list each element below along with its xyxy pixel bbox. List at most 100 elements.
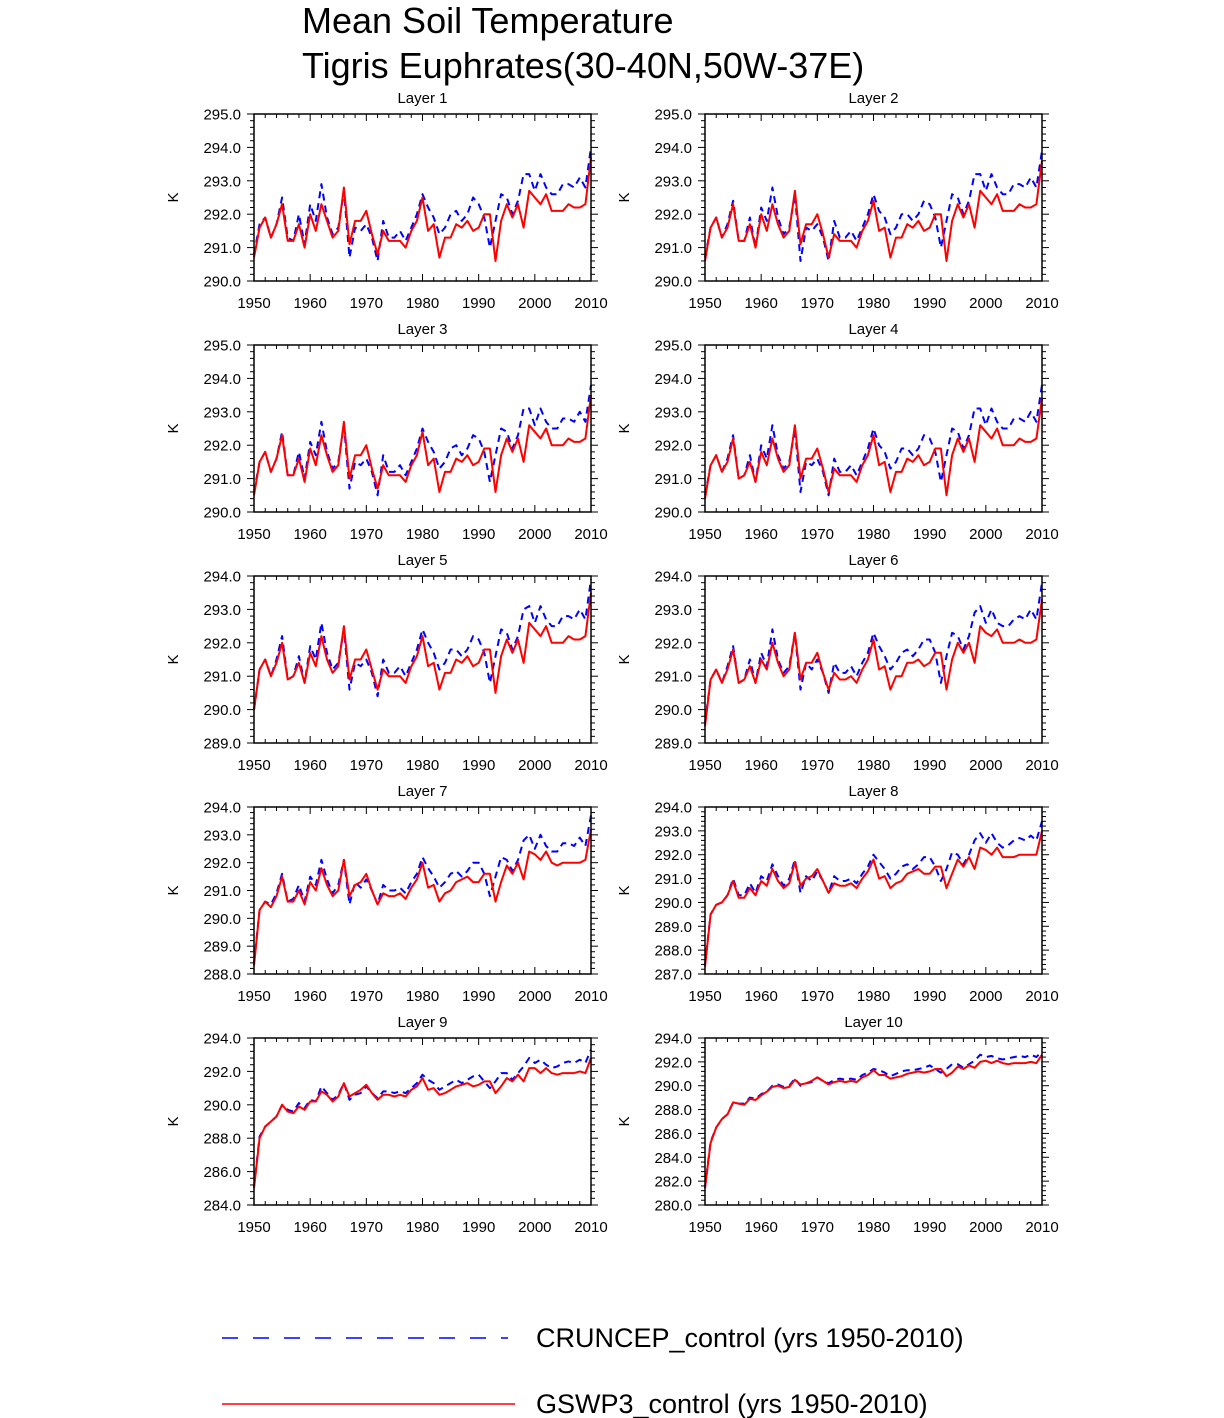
- y-tick-label: 288.0: [654, 1102, 692, 1119]
- y-tick-label: 289.0: [654, 919, 692, 936]
- y-tick-label: 293.0: [654, 173, 692, 190]
- series-line-cruncep: [253, 815, 592, 964]
- panel-title: Layer 9: [397, 1014, 447, 1031]
- y-tick-label: 290.0: [203, 911, 241, 928]
- series-line-cruncep: [253, 1049, 592, 1187]
- panel-title: Layer 7: [397, 783, 447, 800]
- series-line-gswp3: [704, 599, 1043, 727]
- series-line-gswp3: [253, 592, 592, 710]
- plot-frame: [253, 806, 592, 975]
- y-tick-label: 293.0: [203, 404, 241, 421]
- panel-layer-9: Layer 9 K 1950 1960 1970 1980 1990 2000 2010 284.…: [165, 1014, 608, 1236]
- x-tick-label: 1960: [293, 295, 326, 312]
- y-tick-label: 294.0: [654, 140, 692, 157]
- x-tick-label: 2010: [574, 295, 607, 312]
- series-line-cruncep: [704, 1050, 1043, 1188]
- plot-frame: [704, 113, 1043, 282]
- x-tick-label: 2000: [518, 757, 551, 774]
- y-tick-label: 290.0: [203, 505, 241, 522]
- panel-layer-6: Layer 6 K 1950 1960 1970 1980 1990 2000 2010 289.…: [616, 552, 1059, 774]
- y-axis-label: K: [616, 1116, 633, 1126]
- x-tick-label: 1960: [744, 988, 777, 1005]
- x-tick-label: 2010: [1025, 295, 1058, 312]
- y-tick-label: 287.0: [654, 967, 692, 984]
- y-tick-label: 294.0: [654, 1031, 692, 1048]
- y-tick-label: 291.0: [203, 669, 241, 686]
- x-tick-label: 1960: [293, 1219, 326, 1236]
- panel-layer-3: Layer 3 K 1950 1960 1970 1980 1990 2000 2010 290.…: [165, 321, 608, 543]
- x-tick-label: 1990: [462, 757, 495, 774]
- y-tick-label: 291.0: [203, 883, 241, 900]
- y-tick-label: 294.0: [654, 371, 692, 388]
- y-tick-label: 294.0: [654, 800, 692, 817]
- y-tick-label: 292.0: [654, 635, 692, 652]
- panel-title: Layer 3: [397, 321, 447, 338]
- y-tick-label: 291.0: [654, 471, 692, 488]
- y-tick-label: 284.0: [203, 1198, 241, 1215]
- y-tick-label: 293.0: [203, 602, 241, 619]
- y-tick-label: 292.0: [203, 207, 241, 224]
- series-line-gswp3: [253, 394, 592, 496]
- x-tick-label: 1980: [857, 526, 890, 543]
- y-tick-label: 292.0: [203, 855, 241, 872]
- x-tick-label: 1960: [744, 295, 777, 312]
- panel-title: Layer 8: [848, 783, 898, 800]
- plot-frame: [253, 575, 592, 744]
- y-tick-label: 288.0: [203, 967, 241, 984]
- y-axis-label: K: [616, 192, 633, 202]
- x-tick-label: 2000: [518, 295, 551, 312]
- panel-layer-4: Layer 4 K 1950 1960 1970 1980 1990 2000 2010 290.…: [616, 321, 1059, 543]
- series-line-cruncep: [704, 150, 1043, 262]
- x-tick-label: 1950: [237, 757, 270, 774]
- x-tick-label: 1960: [744, 526, 777, 543]
- x-tick-label: 2000: [969, 757, 1002, 774]
- plot-frame: [704, 575, 1043, 744]
- y-tick-label: 290.0: [203, 274, 241, 291]
- series-line-gswp3: [253, 157, 592, 262]
- x-tick-label: 2000: [518, 988, 551, 1005]
- legend-label-cruncep: CRUNCEP_control (yrs 1950-2010): [536, 1323, 964, 1353]
- x-tick-label: 1950: [688, 757, 721, 774]
- y-tick-label: 289.0: [654, 736, 692, 753]
- y-tick-label: 293.0: [654, 404, 692, 421]
- y-tick-label: 289.0: [203, 736, 241, 753]
- y-tick-label: 295.0: [203, 338, 241, 355]
- y-tick-label: 294.0: [203, 371, 241, 388]
- figure-title-line1: Mean Soil Temperature: [302, 0, 674, 41]
- panel-layer-2: Layer 2 K 1950 1960 1970 1980 1990 2000 2010 290.…: [616, 90, 1059, 312]
- x-tick-label: 1950: [237, 988, 270, 1005]
- y-tick-label: 293.0: [654, 823, 692, 840]
- y-tick-label: 295.0: [203, 107, 241, 124]
- y-tick-label: 289.0: [203, 939, 241, 956]
- panel-layer-8: Layer 8 K 1950 1960 1970 1980 1990 2000 2010 287.…: [616, 783, 1059, 1005]
- x-tick-label: 1980: [857, 1219, 890, 1236]
- x-tick-label: 2000: [969, 295, 1002, 312]
- y-axis-label: K: [165, 423, 182, 433]
- y-tick-label: 290.0: [654, 1078, 692, 1095]
- y-tick-label: 290.0: [654, 274, 692, 291]
- x-tick-label: 1990: [462, 295, 495, 312]
- x-tick-label: 1950: [688, 295, 721, 312]
- y-tick-label: 291.0: [203, 240, 241, 257]
- panel-layer-1: Layer 1 K 1950 1960 1970 1980 1990 2000 2010 290.…: [165, 90, 608, 312]
- y-tick-label: 290.0: [203, 702, 241, 719]
- y-tick-label: 294.0: [203, 140, 241, 157]
- panel-title: Layer 4: [848, 321, 898, 338]
- panel-title: Layer 2: [848, 90, 898, 107]
- series-line-gswp3: [704, 1054, 1043, 1189]
- x-tick-label: 1970: [801, 526, 834, 543]
- x-tick-label: 1980: [406, 526, 439, 543]
- y-tick-label: 291.0: [654, 240, 692, 257]
- y-tick-label: 295.0: [654, 338, 692, 355]
- plot-frame: [253, 344, 592, 513]
- y-tick-label: 284.0: [654, 1150, 692, 1167]
- y-tick-label: 294.0: [203, 1031, 241, 1048]
- y-tick-label: 294.0: [203, 800, 241, 817]
- plot-frame: [704, 806, 1043, 975]
- x-tick-label: 1970: [801, 295, 834, 312]
- x-tick-label: 2000: [969, 526, 1002, 543]
- x-tick-label: 2000: [518, 1219, 551, 1236]
- panel-title: Layer 10: [844, 1014, 902, 1031]
- x-tick-label: 1990: [913, 988, 946, 1005]
- x-tick-label: 1980: [406, 295, 439, 312]
